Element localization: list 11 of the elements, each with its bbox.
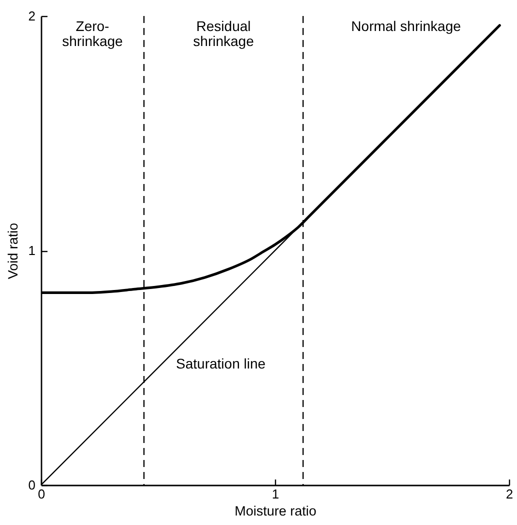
annotation: Residual shrinkage [193, 18, 254, 49]
y-axis-title: Void ratio [5, 222, 20, 280]
x-tick-label: 0 [38, 486, 46, 502]
series-label: Saturation line [176, 356, 266, 372]
annotation: Normal shrinkage [351, 18, 462, 34]
x-tick-label: 1 [272, 486, 280, 502]
x-axis-title: Moisture ratio [234, 504, 316, 518]
x-tick-label: 2 [506, 486, 514, 502]
y-tick-label: 1 [28, 243, 36, 258]
y-tick-label: 2 [28, 8, 36, 24]
annotation: Zero- shrinkage [62, 18, 124, 49]
